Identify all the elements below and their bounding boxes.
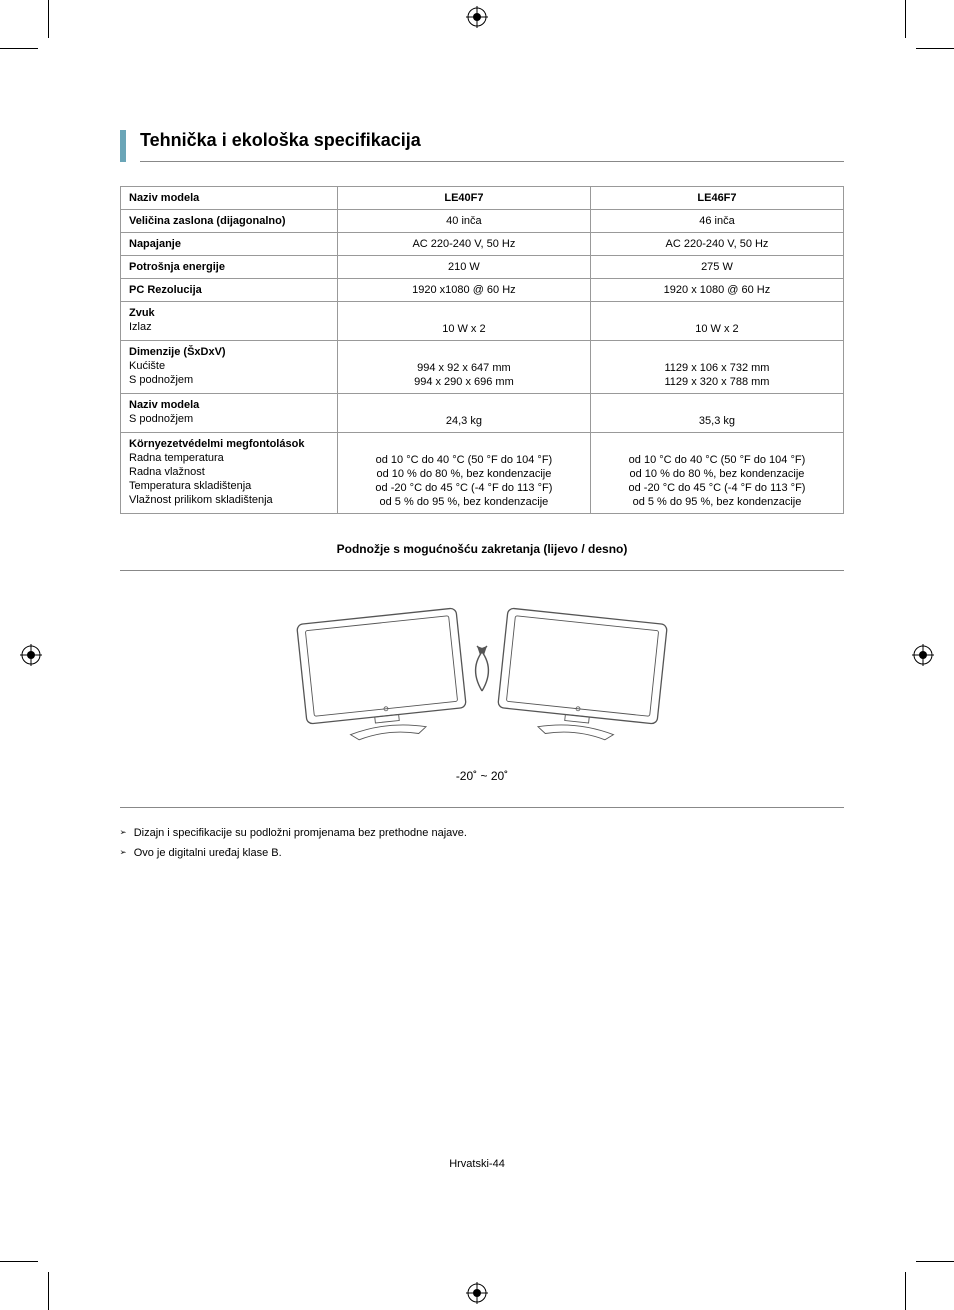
divider [120,807,844,808]
row-label-main: Zvuk [129,307,155,319]
cell: 40 inča [337,210,590,233]
crop-mark [905,1272,906,1310]
chevron-icon: ➢ [120,828,127,840]
row-label-sub: Izlaz [129,321,329,333]
row-label-sub: Vlažnost prilikom skladištenja [129,494,329,506]
note-text: Dizajn i specifikacije su podložni promj… [134,827,467,839]
row-label-main: Naziv modela [129,399,199,411]
section-title: Tehnička i ekološka specifikacija [140,130,844,151]
row-label-main: Környezetvédelmi megfontolások [129,438,304,450]
row-label: Naziv modela S podnožjem [121,394,338,433]
table-row: PC Rezolucija 1920 x1080 @ 60 Hz 1920 x … [121,279,844,302]
cell: AC 220-240 V, 50 Hz [337,233,590,256]
row-label-sub: Radna vlažnost [129,466,329,478]
crop-mark [48,0,49,38]
crop-mark [0,48,38,49]
divider [120,570,844,571]
cell: 46 inča [590,210,843,233]
crop-mark [916,1261,954,1262]
cell: 24,3 kg [337,394,590,433]
table-row: Naziv modela S podnožjem 24,3 kg 35,3 kg [121,394,844,433]
row-label: Zvuk Izlaz [121,302,338,341]
row-label: Dimenzije (ŠxDxV) Kućište S podnožjem [121,341,338,394]
section-heading-block: Tehnička i ekološka specifikacija [120,130,844,162]
crop-mark [0,1261,38,1262]
cell: 210 W [337,256,590,279]
table-row: Veličina zaslona (dijagonalno) 40 inča 4… [121,210,844,233]
table-row: Környezetvédelmi megfontolások Radna tem… [121,433,844,514]
col-header-model2: LE46F7 [590,187,843,210]
col-header-model1: LE40F7 [337,187,590,210]
table-row: Potrošnja energije 210 W 275 W [121,256,844,279]
crop-mark [905,0,906,38]
table-row: Naziv modela LE40F7 LE46F7 [121,187,844,210]
page: Tehnička i ekološka specifikacija Naziv … [0,0,954,1310]
cell: od 10 °C do 40 °C (50 °F do 104 °F) od 1… [337,433,590,514]
row-label-main: Dimenzije (ŠxDxV) [129,346,226,358]
cell: 994 x 92 x 647 mm 994 x 290 x 696 mm [337,341,590,394]
row-label-sub: S podnožjem [129,413,329,425]
page-footer: Hrvatski-44 [0,1158,954,1170]
crop-mark [48,1272,49,1310]
registration-mark-icon [912,644,934,666]
row-label-sub: Temperatura skladištenja [129,480,329,492]
cell: 1920 x1080 @ 60 Hz [337,279,590,302]
registration-mark-icon [20,644,42,666]
table-row: Dimenzije (ŠxDxV) Kućište S podnožjem 99… [121,341,844,394]
note-text: Ovo je digitalni uređaj klase B. [134,847,282,859]
cell: 35,3 kg [590,394,843,433]
cell: 10 W x 2 [337,302,590,341]
angle-range-label: -20˚ ~ 20˚ [120,769,844,783]
notes-block: ➢ Dizajn i specifikacije su podložni pro… [120,826,844,860]
row-label: Potrošnja energije [121,256,338,279]
cell: od 10 °C do 40 °C (50 °F do 104 °F) od 1… [590,433,843,514]
col-header-label: Naziv modela [121,187,338,210]
row-label: Környezetvédelmi megfontolások Radna tem… [121,433,338,514]
cell: 10 W x 2 [590,302,843,341]
spec-table: Naziv modela LE40F7 LE46F7 Veličina zasl… [120,186,844,514]
cell: 1129 x 106 x 732 mm 1129 x 320 x 788 mm [590,341,843,394]
note-line: ➢ Ovo je digitalni uređaj klase B. [120,846,844,860]
cell: 1920 x 1080 @ 60 Hz [590,279,843,302]
row-label-sub: Kućište [129,360,329,372]
row-label: Napajanje [121,233,338,256]
note-line: ➢ Dizajn i specifikacije su podložni pro… [120,826,844,840]
registration-mark-icon [466,6,488,28]
row-label-sub: Radna temperatura [129,452,329,464]
table-row: Zvuk Izlaz 10 W x 2 10 W x 2 [121,302,844,341]
chevron-icon: ➢ [120,848,127,860]
crop-mark [916,48,954,49]
cell: 275 W [590,256,843,279]
row-label: Veličina zaslona (dijagonalno) [121,210,338,233]
stand-section-title: Podnožje s mogućnošću zakretanja (lijevo… [120,542,844,556]
divider [140,161,844,162]
cell: AC 220-240 V, 50 Hz [590,233,843,256]
table-row: Napajanje AC 220-240 V, 50 Hz AC 220-240… [121,233,844,256]
row-label: PC Rezolucija [121,279,338,302]
row-label-sub: S podnožjem [129,374,329,386]
registration-mark-icon [466,1282,488,1304]
tv-swivel-diagram [272,601,692,761]
